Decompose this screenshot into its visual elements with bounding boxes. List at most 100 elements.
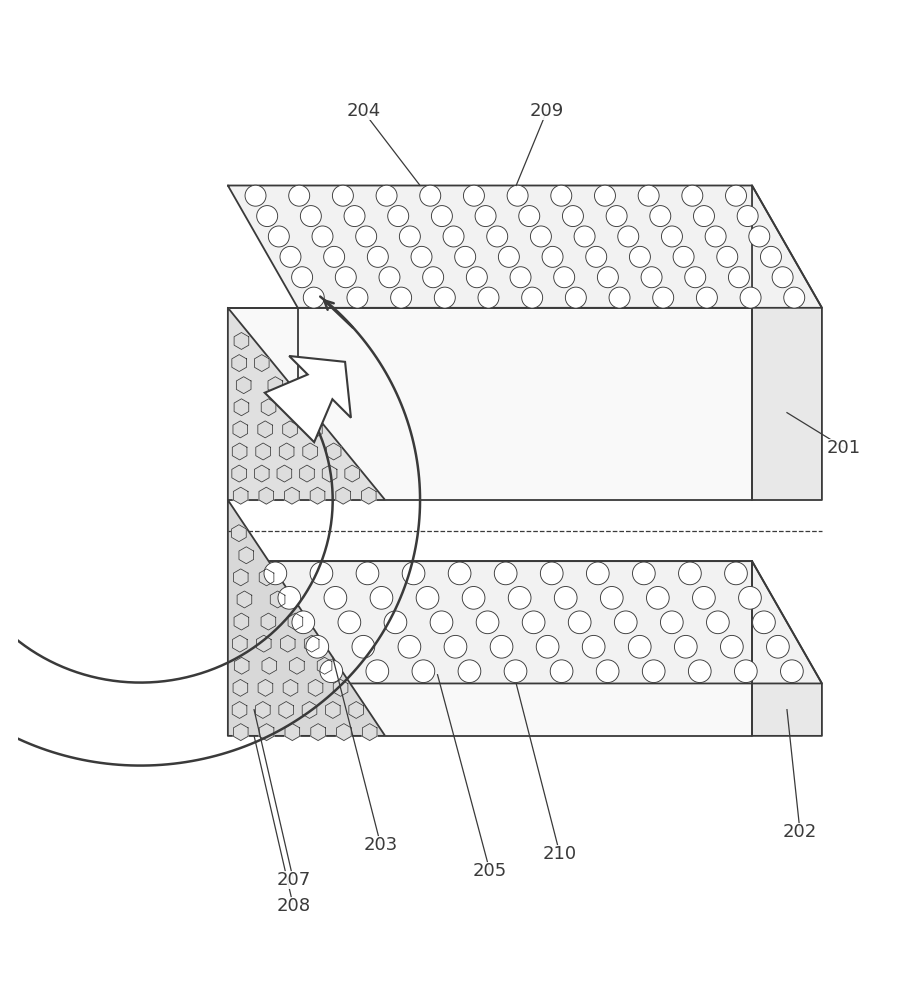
Polygon shape bbox=[255, 355, 269, 372]
Circle shape bbox=[674, 635, 697, 658]
Circle shape bbox=[463, 185, 484, 206]
Circle shape bbox=[324, 246, 345, 267]
Circle shape bbox=[312, 226, 333, 247]
Polygon shape bbox=[238, 591, 252, 608]
Polygon shape bbox=[265, 356, 351, 442]
Polygon shape bbox=[256, 443, 270, 460]
Circle shape bbox=[519, 206, 540, 227]
Circle shape bbox=[320, 660, 343, 683]
Circle shape bbox=[379, 267, 400, 288]
Circle shape bbox=[601, 586, 623, 609]
Polygon shape bbox=[235, 657, 249, 674]
Circle shape bbox=[541, 562, 563, 585]
Circle shape bbox=[562, 206, 583, 227]
Circle shape bbox=[761, 246, 782, 267]
Circle shape bbox=[542, 246, 563, 267]
Circle shape bbox=[536, 635, 559, 658]
Circle shape bbox=[402, 562, 425, 585]
Polygon shape bbox=[270, 591, 285, 608]
Circle shape bbox=[522, 611, 545, 634]
Text: 204: 204 bbox=[346, 102, 380, 120]
Polygon shape bbox=[246, 561, 822, 683]
Circle shape bbox=[574, 226, 595, 247]
Circle shape bbox=[638, 185, 659, 206]
Circle shape bbox=[781, 660, 804, 683]
Circle shape bbox=[618, 226, 639, 247]
Circle shape bbox=[384, 611, 407, 634]
Polygon shape bbox=[336, 487, 350, 504]
Polygon shape bbox=[234, 399, 248, 416]
Polygon shape bbox=[283, 421, 298, 438]
Circle shape bbox=[652, 287, 673, 308]
Polygon shape bbox=[232, 702, 247, 718]
Polygon shape bbox=[362, 724, 377, 741]
Circle shape bbox=[553, 267, 575, 288]
Circle shape bbox=[412, 660, 435, 683]
Circle shape bbox=[554, 586, 577, 609]
Polygon shape bbox=[268, 377, 283, 394]
Circle shape bbox=[646, 586, 669, 609]
Polygon shape bbox=[259, 569, 274, 586]
Circle shape bbox=[455, 246, 476, 267]
Polygon shape bbox=[261, 399, 276, 416]
Circle shape bbox=[466, 267, 488, 288]
Polygon shape bbox=[233, 421, 248, 438]
Circle shape bbox=[739, 586, 762, 609]
Circle shape bbox=[288, 185, 309, 206]
Circle shape bbox=[642, 660, 665, 683]
Circle shape bbox=[521, 287, 542, 308]
Polygon shape bbox=[289, 657, 304, 674]
Circle shape bbox=[335, 267, 357, 288]
Circle shape bbox=[728, 267, 750, 288]
Circle shape bbox=[416, 586, 439, 609]
Text: 208: 208 bbox=[277, 897, 310, 915]
Circle shape bbox=[490, 635, 513, 658]
Circle shape bbox=[278, 586, 300, 609]
Circle shape bbox=[609, 287, 630, 308]
Polygon shape bbox=[262, 657, 277, 674]
Polygon shape bbox=[278, 702, 294, 718]
Polygon shape bbox=[283, 679, 298, 696]
Polygon shape bbox=[304, 635, 319, 652]
Circle shape bbox=[772, 267, 794, 288]
Circle shape bbox=[606, 206, 627, 227]
Polygon shape bbox=[234, 569, 248, 586]
Circle shape bbox=[706, 611, 729, 634]
Circle shape bbox=[629, 635, 651, 658]
Circle shape bbox=[673, 246, 694, 267]
Circle shape bbox=[462, 586, 485, 609]
Circle shape bbox=[679, 562, 702, 585]
Circle shape bbox=[291, 267, 313, 288]
Circle shape bbox=[725, 185, 746, 206]
Polygon shape bbox=[302, 702, 317, 718]
Circle shape bbox=[475, 206, 496, 227]
Polygon shape bbox=[349, 702, 363, 718]
Circle shape bbox=[721, 635, 743, 658]
Circle shape bbox=[338, 611, 360, 634]
Circle shape bbox=[596, 660, 619, 683]
Circle shape bbox=[264, 562, 287, 585]
Polygon shape bbox=[279, 443, 294, 460]
Text: 202: 202 bbox=[783, 823, 817, 841]
Circle shape bbox=[504, 660, 527, 683]
Circle shape bbox=[582, 635, 605, 658]
Circle shape bbox=[347, 287, 368, 308]
Circle shape bbox=[257, 206, 278, 227]
Polygon shape bbox=[303, 443, 318, 460]
Circle shape bbox=[388, 206, 409, 227]
Polygon shape bbox=[310, 487, 325, 504]
Circle shape bbox=[693, 586, 715, 609]
Polygon shape bbox=[322, 465, 337, 482]
Circle shape bbox=[431, 206, 452, 227]
Polygon shape bbox=[280, 635, 295, 652]
Circle shape bbox=[551, 660, 573, 683]
Polygon shape bbox=[258, 679, 273, 696]
Polygon shape bbox=[337, 724, 351, 741]
Circle shape bbox=[245, 185, 266, 206]
Text: 203: 203 bbox=[364, 836, 398, 854]
Circle shape bbox=[356, 226, 377, 247]
Circle shape bbox=[688, 660, 711, 683]
Circle shape bbox=[390, 287, 411, 308]
Circle shape bbox=[682, 185, 703, 206]
Polygon shape bbox=[232, 465, 247, 482]
